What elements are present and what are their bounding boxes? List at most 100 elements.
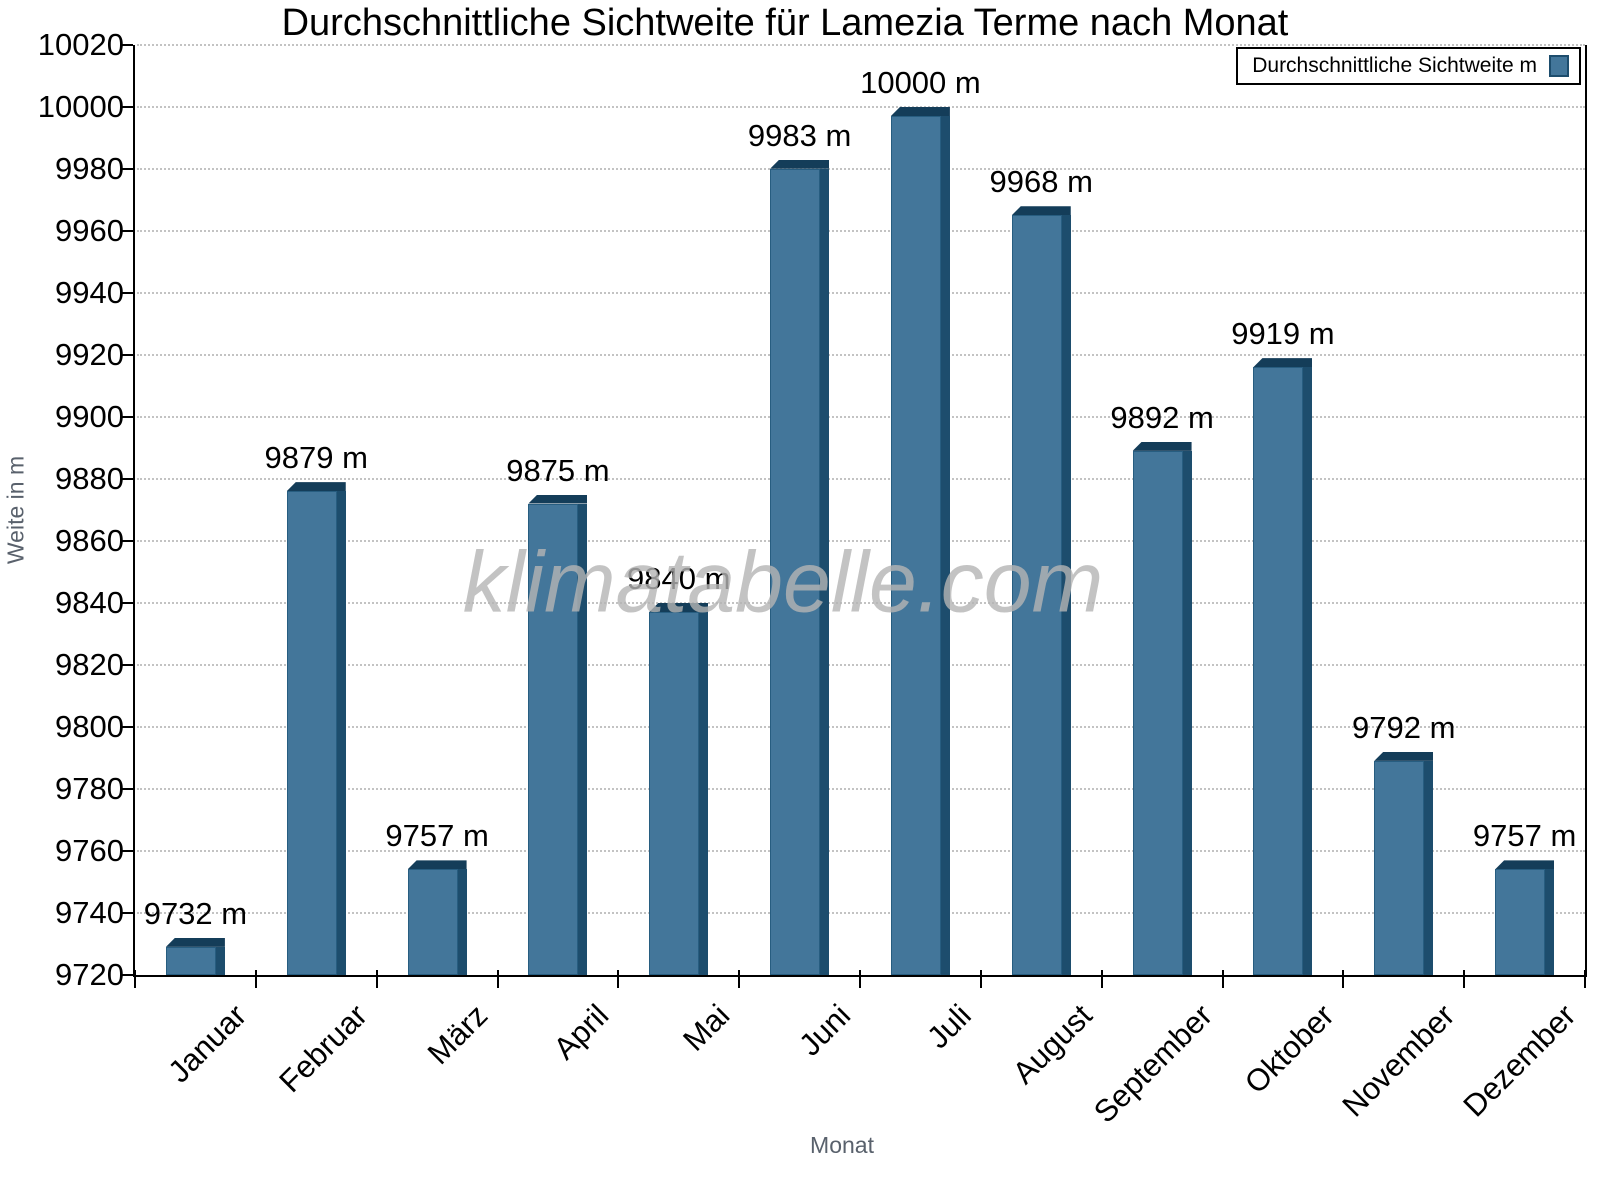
y-axis-line: [133, 45, 135, 977]
y-tick: [122, 850, 133, 852]
x-axis-label-februar: Februar: [272, 997, 374, 1100]
y-tick: [122, 416, 133, 418]
bar-mai: [649, 603, 709, 975]
y-tick-label: 9820: [55, 647, 124, 682]
x-axis-label-april: April: [546, 997, 616, 1067]
x-tick: [1342, 970, 1345, 988]
bar-september: [1132, 441, 1192, 975]
bar-front-face: [165, 946, 216, 975]
y-tick-label: 9760: [55, 833, 124, 868]
y-tick: [122, 292, 133, 294]
bar-value-label: 9968 m: [989, 164, 1093, 200]
bar-märz: [407, 860, 467, 975]
y-tick: [122, 478, 133, 480]
gridline: [137, 726, 1585, 728]
bar-front-face: [1253, 367, 1304, 975]
y-axis-title: Weite in m: [2, 455, 29, 565]
x-axis-label-märz: März: [420, 997, 495, 1072]
x-tick: [738, 970, 741, 988]
bar-front-face: [1374, 760, 1425, 975]
bar-top-face: [1253, 358, 1313, 368]
bar-front-face: [1495, 869, 1546, 975]
y-tick: [122, 168, 133, 170]
x-tick: [1221, 970, 1224, 988]
x-tick: [1584, 970, 1586, 988]
y-tick-label: 9940: [55, 275, 124, 310]
bar-top-face: [286, 482, 346, 492]
bar-top-face: [649, 603, 709, 612]
bar-front-face: [770, 168, 821, 975]
y-tick-label: 9920: [55, 337, 124, 372]
x-tick: [617, 970, 620, 988]
bar-top-face: [890, 107, 950, 116]
bar-value-label: 9732 m: [143, 895, 248, 931]
bar-front-face: [1011, 215, 1062, 975]
bar-side-face: [336, 491, 346, 975]
bar-side-face: [1303, 367, 1313, 975]
bar-side-face: [820, 168, 830, 975]
bar-side-face: [1545, 869, 1555, 975]
bar-side-face: [457, 869, 467, 975]
gridline: [137, 354, 1585, 356]
bar-juli: [890, 107, 950, 975]
x-tick: [134, 970, 136, 988]
y-tick-label: 9840: [55, 585, 124, 620]
x-tick: [375, 970, 378, 988]
bar-top-face: [1374, 751, 1434, 761]
bar-value-label: 9875 m: [506, 452, 610, 488]
bar-side-face: [1424, 760, 1434, 975]
bar-januar: [165, 937, 225, 975]
plot-area: 9720 9740 9760 9780 9800 9820 9840 9860 9880 9900…: [38, 29, 1587, 1130]
y-tick-label: 9740: [55, 895, 124, 930]
bar-top-face: [1495, 860, 1555, 870]
gridline: [137, 416, 1585, 418]
bar-top-face: [1132, 441, 1192, 451]
bar-top-face: [407, 860, 467, 870]
gridline: [137, 292, 1585, 294]
y-tick: [122, 106, 133, 108]
gridline: [137, 788, 1585, 790]
x-axis-label-mai: Mai: [676, 997, 737, 1058]
bar-side-face: [699, 612, 709, 975]
y-tick-label: 9720: [55, 957, 124, 992]
x-axis-title: Monat: [810, 1132, 874, 1158]
x-axis-label-januar: Januar: [160, 997, 253, 1090]
y-tick: [122, 44, 133, 46]
bar-juni: [770, 159, 830, 975]
bar-side-face: [1182, 450, 1192, 975]
y-tick: [122, 664, 133, 666]
bar-side-face: [578, 503, 588, 975]
bar-april: [528, 494, 588, 975]
x-axis-label-juni: Juni: [791, 997, 857, 1063]
y-tick: [122, 230, 133, 232]
bar-value-label: 9919 m: [1231, 316, 1335, 352]
y-tick-label: 10000: [37, 89, 124, 124]
bar-value-label: 9757 m: [385, 818, 489, 854]
y-tick: [122, 788, 133, 790]
bar-side-face: [215, 946, 225, 975]
bar-value-label: 9879 m: [264, 440, 368, 476]
gridline: [137, 168, 1585, 170]
bar-august: [1011, 206, 1071, 975]
bar-top-face: [528, 494, 588, 504]
y-tick: [122, 974, 133, 976]
gridline: [137, 106, 1585, 108]
y-tick-label: 9780: [55, 771, 124, 806]
bar-front-face: [286, 491, 337, 975]
y-tick: [122, 726, 133, 728]
bar-oktober: [1253, 358, 1313, 975]
bar-value-label: 9983 m: [747, 117, 852, 153]
bar-februar: [286, 482, 346, 975]
y-tick: [122, 912, 133, 914]
x-axis-label-oktober: Oktober: [1237, 997, 1341, 1101]
chart-title: Durchschnittliche Sichtweite für Lamezia…: [281, 2, 1289, 44]
x-tick: [1463, 970, 1466, 988]
gridline: [137, 478, 1585, 480]
bar-top-face: [165, 937, 225, 947]
gridline: [137, 230, 1585, 232]
bar-value-label: 10000 m: [860, 65, 981, 100]
gridline: [137, 540, 1585, 542]
bar-top-face: [1011, 206, 1071, 216]
x-tick: [1100, 970, 1103, 988]
y-tick: [122, 354, 133, 356]
